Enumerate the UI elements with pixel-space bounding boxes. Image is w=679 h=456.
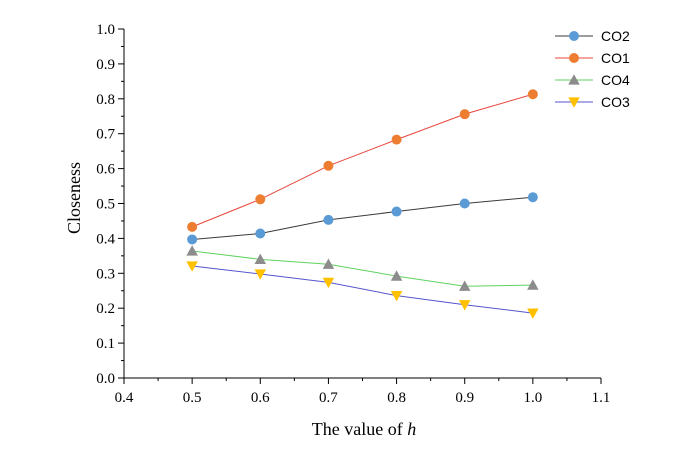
data-point-co3: [186, 261, 198, 272]
axes: 0.4 0.5 0.6 0.7 0.8 0.9 1.0 1.1 0.0 0.1 0.2 0.3 0.4 0…: [96, 22, 610, 406]
series-co3: [186, 261, 539, 319]
data-point-co3: [390, 291, 403, 302]
y-tick-label: 0.4: [96, 231, 115, 247]
data-point-co4: [390, 270, 403, 281]
x-axis-title: The value of h: [312, 419, 416, 439]
y-axis-title: Closeness: [64, 162, 84, 234]
legend: CO2 CO1 CO4 CO3: [555, 28, 630, 110]
data-point-co3: [322, 277, 335, 289]
x-axis-title-variable: h: [407, 419, 416, 439]
data-point-co3: [527, 308, 539, 319]
data-point-co2: [187, 234, 198, 245]
x-tick-label: 0.4: [115, 390, 134, 406]
legend-item-co2: CO2: [555, 28, 630, 44]
series-co1: [187, 89, 538, 232]
legend-item-co1: CO1: [555, 50, 630, 66]
y-tick-label: 0.9: [96, 57, 115, 73]
y-tick-label: 0.0: [96, 371, 115, 387]
series-co2: [187, 192, 538, 245]
data-point-co2: [323, 214, 334, 225]
legend-label: CO2: [601, 28, 630, 44]
y-tick-label: 0.7: [96, 127, 115, 143]
legend-item-co3: CO3: [555, 94, 630, 110]
data-point-co1: [391, 134, 402, 145]
data-point-co3: [254, 269, 267, 280]
legend-label: CO4: [601, 72, 630, 88]
data-point-co1: [323, 160, 334, 171]
data-point-co2: [527, 192, 538, 203]
series-line-co4: [192, 250, 533, 287]
y-tick-label: 0.1: [96, 336, 115, 352]
data-point-co4: [254, 253, 267, 264]
data-point-co4: [186, 245, 198, 256]
legend-marker: [568, 74, 580, 85]
series-layer: [186, 89, 539, 319]
data-point-co1: [255, 194, 266, 205]
data-point-co2: [255, 228, 266, 239]
data-point-co1: [459, 109, 470, 120]
series-line-co3: [192, 265, 533, 314]
y-tick-label: 1.0: [96, 22, 115, 38]
data-point-co4: [322, 258, 335, 269]
x-tick-label: 1.1: [592, 390, 611, 406]
legend-marker: [569, 53, 579, 63]
legend-marker: [568, 97, 580, 108]
y-tick-label: 0.8: [96, 92, 115, 108]
x-tick-label: 0.5: [183, 390, 202, 406]
y-tick-label: 0.6: [96, 162, 115, 178]
data-point-co2: [391, 206, 402, 217]
data-point-co4: [527, 279, 539, 290]
x-tick-label: 0.9: [455, 390, 474, 406]
data-point-co1: [187, 221, 198, 232]
x-tick-label: 0.7: [319, 390, 338, 406]
series-line-co2: [192, 196, 533, 240]
data-point-co1: [527, 89, 538, 100]
x-tick-label: 0.8: [387, 390, 406, 406]
legend-item-co4: CO4: [555, 72, 630, 88]
x-axis-title-prefix: The value of: [312, 419, 407, 439]
y-tick-label: 0.5: [96, 197, 115, 213]
y-tick-label: 0.3: [96, 266, 115, 282]
series-line-co1: [191, 93, 533, 228]
x-tick-label: 0.6: [251, 390, 270, 406]
legend-label: CO1: [601, 50, 630, 66]
data-point-co4: [458, 280, 471, 291]
x-tick-label: 1.0: [523, 390, 542, 406]
y-tick-label: 0.2: [96, 301, 115, 317]
data-point-co3: [458, 300, 471, 311]
legend-label: CO3: [601, 94, 630, 110]
legend-marker: [569, 31, 579, 41]
series-co4: [186, 245, 539, 291]
data-point-co2: [459, 198, 470, 209]
